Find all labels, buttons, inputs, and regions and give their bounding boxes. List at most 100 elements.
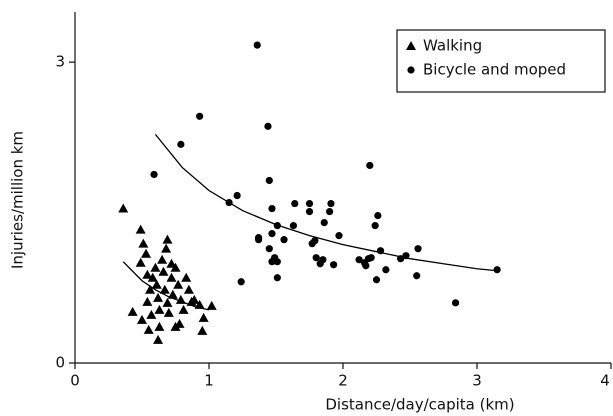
fit-curve: [122, 261, 210, 311]
point: [305, 207, 314, 216]
point: [181, 272, 192, 282]
point: [137, 314, 147, 324]
point: [493, 266, 501, 274]
legend-marker: [407, 66, 415, 74]
point: [162, 234, 173, 244]
point: [163, 307, 174, 317]
point: [135, 224, 146, 234]
point: [142, 269, 153, 279]
legend-marker: [406, 41, 416, 50]
point: [147, 272, 158, 282]
point: [175, 294, 186, 304]
point: [268, 230, 276, 238]
point: [289, 222, 298, 230]
point: [173, 279, 184, 289]
x-tick-label: 2: [338, 372, 348, 390]
point: [118, 203, 129, 213]
point: [153, 334, 164, 344]
point: [305, 199, 314, 208]
point: [143, 324, 154, 334]
x-tick-label: 4: [600, 372, 610, 390]
point: [372, 276, 381, 284]
point: [376, 247, 385, 255]
point: [159, 284, 170, 294]
point: [178, 304, 189, 314]
point: [382, 266, 390, 274]
point: [273, 274, 281, 282]
point: [197, 325, 208, 335]
point: [166, 272, 177, 282]
point: [233, 191, 241, 200]
point: [177, 140, 185, 148]
point: [206, 300, 217, 310]
point: [355, 256, 363, 264]
fit-curve: [154, 133, 498, 272]
point: [366, 161, 374, 170]
point: [170, 262, 181, 272]
point: [268, 204, 276, 213]
point: [142, 296, 153, 306]
point: [265, 245, 273, 253]
point: [153, 292, 164, 302]
point: [150, 170, 158, 179]
point: [151, 279, 162, 289]
point: [145, 284, 156, 294]
y-axis-label: Injuries/million km: [9, 131, 27, 269]
x-tick-label: 3: [472, 372, 482, 390]
point: [327, 199, 335, 208]
point: [451, 299, 460, 307]
point: [371, 222, 379, 230]
point: [413, 272, 421, 280]
point: [157, 254, 168, 264]
point: [268, 258, 276, 266]
point: [194, 299, 205, 309]
point: [320, 219, 328, 227]
point: [154, 304, 165, 314]
point: [273, 258, 281, 266]
point: [154, 321, 165, 331]
point: [254, 236, 263, 244]
point: [141, 248, 152, 258]
point: [402, 252, 410, 260]
point: [414, 245, 422, 253]
point: [162, 297, 173, 307]
point: [183, 284, 194, 294]
point: [167, 289, 178, 299]
x-axis-label: Distance/day/capita (km): [325, 396, 514, 414]
legend-label: Bicycle and moped: [423, 61, 566, 79]
point: [237, 278, 245, 286]
point: [326, 207, 334, 216]
point: [146, 309, 157, 319]
point: [335, 232, 343, 240]
point: [189, 294, 200, 304]
point: [374, 211, 382, 220]
point: [138, 238, 149, 248]
point: [367, 254, 375, 262]
point: [273, 222, 281, 230]
point: [158, 266, 169, 276]
point: [280, 236, 288, 244]
point: [161, 243, 172, 253]
point: [127, 306, 138, 316]
point: [253, 41, 261, 49]
point: [362, 262, 370, 270]
legend-box: [396, 29, 606, 93]
x-tick-label: 0: [70, 372, 80, 390]
legend-label: Walking: [423, 37, 482, 55]
point: [150, 262, 161, 272]
point: [135, 257, 146, 267]
point: [316, 260, 324, 268]
point: [196, 112, 204, 120]
point: [291, 199, 299, 208]
point: [330, 261, 338, 269]
point: [397, 255, 405, 263]
point: [308, 240, 316, 248]
point: [312, 254, 320, 262]
x-tick-label: 1: [204, 372, 214, 390]
point: [264, 122, 272, 130]
point: [225, 198, 233, 207]
point: [198, 312, 209, 322]
point: [174, 318, 185, 328]
point: [265, 176, 273, 185]
